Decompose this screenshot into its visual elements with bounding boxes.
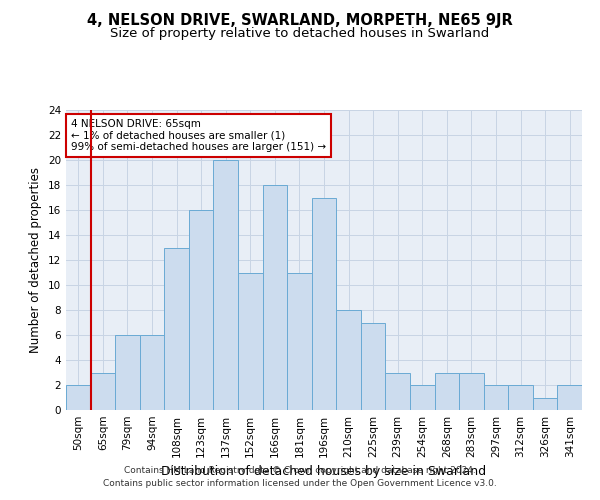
Bar (312, 198, 336, 410)
Bar (91, 372, 115, 410)
Text: 4, NELSON DRIVE, SWARLAND, MORPETH, NE65 9JR: 4, NELSON DRIVE, SWARLAND, MORPETH, NE65… (87, 12, 513, 28)
Text: 4 NELSON DRIVE: 65sqm
← 1% of detached houses are smaller (1)
99% of semi-detach: 4 NELSON DRIVE: 65sqm ← 1% of detached h… (71, 119, 326, 152)
Bar (214, 160, 238, 410)
X-axis label: Distribution of detached houses by size in Swarland: Distribution of detached houses by size … (161, 466, 487, 478)
Bar (459, 372, 484, 410)
Bar (410, 385, 434, 410)
Bar (484, 385, 508, 410)
Bar (533, 398, 557, 410)
Bar (385, 372, 410, 410)
Y-axis label: Number of detached properties: Number of detached properties (29, 167, 43, 353)
Bar (508, 385, 533, 410)
Text: Size of property relative to detached houses in Swarland: Size of property relative to detached ho… (110, 28, 490, 40)
Bar (238, 272, 263, 410)
Bar (263, 185, 287, 410)
Bar (557, 385, 582, 410)
Bar (287, 272, 312, 410)
Bar (140, 335, 164, 410)
Bar (361, 322, 385, 410)
Bar (66, 385, 91, 410)
Text: Contains HM Land Registry data © Crown copyright and database right 2024.
Contai: Contains HM Land Registry data © Crown c… (103, 466, 497, 487)
Bar (336, 310, 361, 410)
Bar (434, 372, 459, 410)
Bar (164, 248, 189, 410)
Bar (189, 210, 214, 410)
Bar (115, 335, 140, 410)
